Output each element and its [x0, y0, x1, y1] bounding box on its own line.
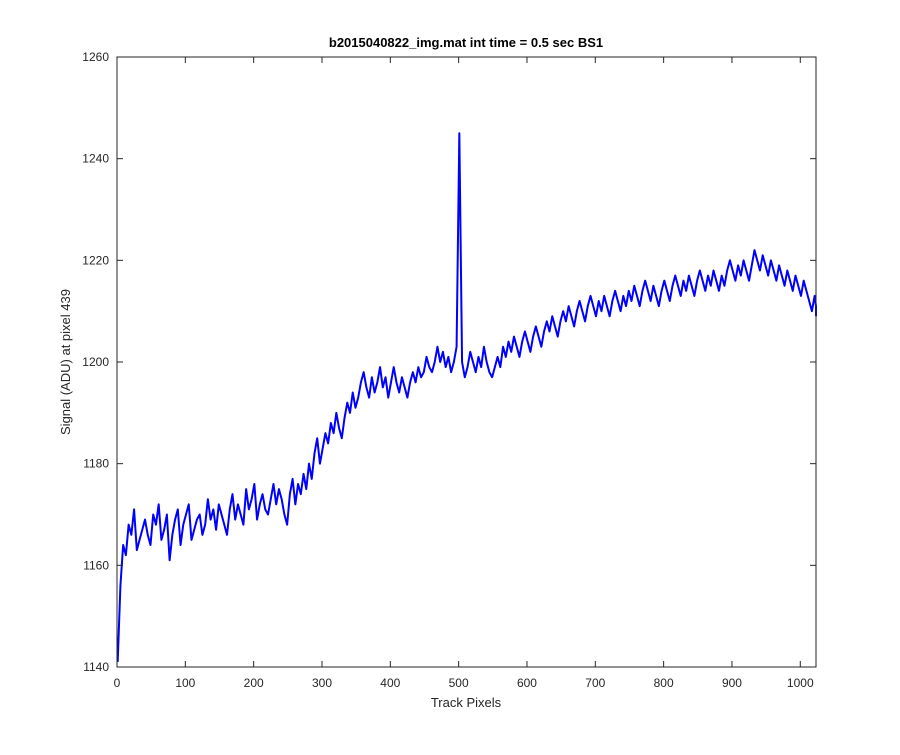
- y-tick-label: 1160: [83, 558, 109, 572]
- y-tick-label: 1180: [83, 457, 109, 471]
- y-tick-label: 1240: [82, 152, 109, 166]
- x-tick-label: 600: [517, 676, 537, 690]
- x-axis-label: Track Pixels: [431, 695, 502, 710]
- x-tick-label: 900: [722, 676, 742, 690]
- plot-area: [117, 57, 816, 667]
- x-tick-label: 0: [114, 676, 121, 690]
- y-axis-label: Signal (ADU) at pixel 439: [58, 289, 73, 435]
- y-tick-label: 1220: [82, 253, 109, 267]
- x-tick-label: 500: [449, 676, 469, 690]
- series-line: [116, 132, 817, 662]
- x-tick-label: 700: [585, 676, 605, 690]
- y-tick-label: 1140: [83, 660, 109, 674]
- x-tick-label: 300: [312, 676, 332, 690]
- x-tick-label: 1000: [787, 676, 814, 690]
- x-axis: 0 100 200 300 400 500 600 700 800 900 1000: [114, 57, 814, 690]
- x-tick-label: 800: [654, 676, 674, 690]
- y-axis: 1140 1160 1180 1200 1220 1240 1260: [82, 50, 816, 674]
- x-tick-label: 400: [380, 676, 400, 690]
- y-tick-label: 1260: [82, 50, 109, 64]
- x-tick-label: 100: [175, 676, 195, 690]
- y-tick-label: 1200: [82, 355, 109, 369]
- chart-title: b2015040822_img.mat int time = 0.5 sec B…: [329, 35, 603, 50]
- x-tick-label: 200: [244, 676, 264, 690]
